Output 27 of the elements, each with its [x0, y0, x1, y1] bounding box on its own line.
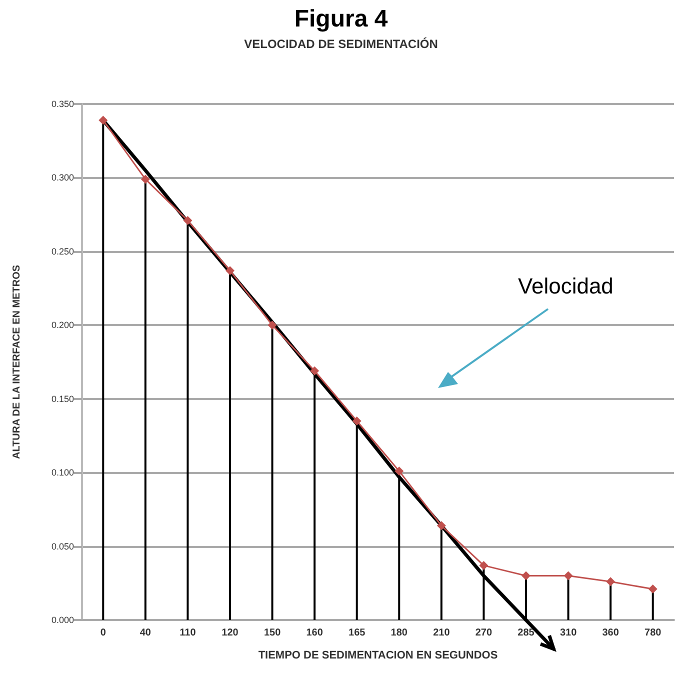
x-tick-label: 110 — [180, 628, 196, 638]
y-tick-label: 0.250 — [51, 246, 74, 256]
y-tick-label: 0.200 — [51, 320, 74, 330]
x-tick-label: 0 — [100, 628, 106, 638]
y-tick-label: 0.300 — [51, 172, 74, 183]
y-tick-label: 0.350 — [51, 99, 74, 109]
annotation: Velocidad — [518, 274, 614, 298]
y-axis-title: ALTURA DE LA INTERFACE EN METROS — [12, 264, 22, 460]
y-tick-label: 0.000 — [51, 615, 74, 625]
chart-subtitle: VELOCIDAD DE SEDIMENTACIÓN — [244, 37, 438, 51]
y-tick-label: 0.050 — [51, 541, 74, 552]
x-tick-label: 160 — [306, 628, 324, 638]
x-tick-label: 150 — [264, 628, 282, 638]
x-tick-label: 270 — [475, 628, 492, 638]
x-tick-label: 360 — [602, 628, 620, 638]
x-tick-label: 165 — [348, 628, 366, 638]
x-tick-label: 180 — [390, 628, 408, 638]
chart-title: Figura 4 — [294, 6, 388, 32]
y-tick-label: 0.150 — [51, 394, 74, 404]
y-tick-label: 0.100 — [51, 468, 74, 478]
x-tick-label: 310 — [560, 628, 578, 638]
x-axis-title: TIEMPO DE SEDIMENTACION EN SEGUNDOS — [258, 650, 498, 662]
x-tick-label: 40 — [140, 628, 152, 638]
x-tick-label: 285 — [518, 628, 535, 638]
x-tick-label: 780 — [644, 628, 662, 638]
x-tick-label: 210 — [433, 628, 450, 638]
x-tick-label: 120 — [222, 628, 239, 638]
